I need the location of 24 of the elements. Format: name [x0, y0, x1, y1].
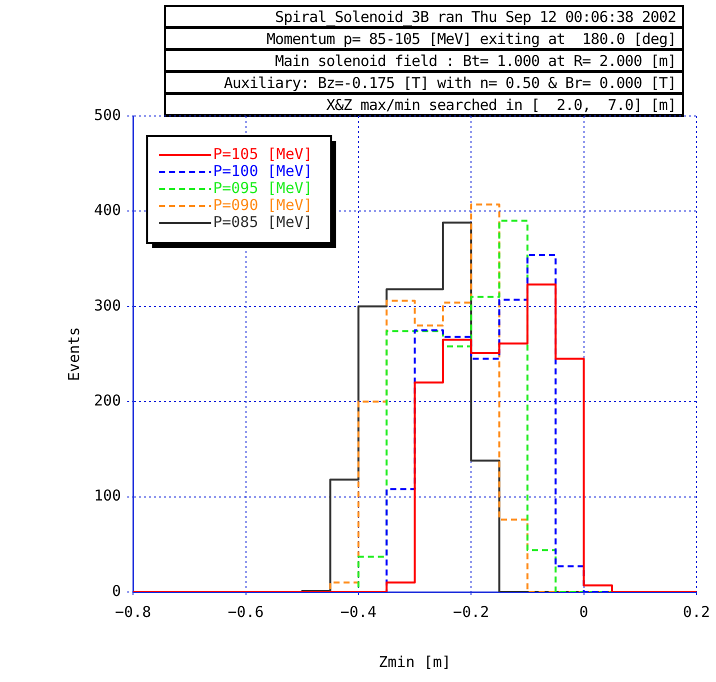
x-axis-title: Zmin [m] [378, 652, 451, 671]
x-tick-label: −0.2 [453, 602, 490, 621]
text: X&Z max/min searched in [ 2.0, 7.0] [m] [166, 95, 682, 117]
x-tick-label: −0.8 [115, 602, 152, 621]
text: Main solenoid field : Bt= 1.000 at R= 2.000 [m] [166, 51, 682, 73]
y-tick-label: 300 [94, 296, 122, 314]
x-tick-label: 0 [579, 602, 588, 621]
x-tick-label: −0.4 [340, 602, 376, 621]
text: Momentum p= 85-105 [MeV] exiting at 180.0 [deg] [166, 29, 682, 51]
y-axis-title: Events [64, 326, 83, 382]
legend-label: P=090 [MeV] [213, 196, 312, 214]
y-tick-label: 500 [94, 106, 122, 124]
text: Auxiliary: Bz=-0.175 [T] with n= 0.50 & Br= 0.000 [T] [166, 73, 682, 95]
legend-label: P=100 [MeV] [213, 162, 312, 180]
y-tick-label: 0 [112, 582, 122, 600]
y-tick-label: 400 [94, 201, 122, 220]
legend-label: P=105 [MeV] [213, 144, 312, 163]
y-tick-label: 100 [94, 486, 122, 505]
x-tick-label: 0.2 [682, 602, 710, 621]
y-tick-label: 200 [94, 391, 122, 410]
legend-label: P=095 [MeV] [213, 178, 312, 197]
legend-label: P=085 [MeV] [213, 212, 312, 231]
x-tick-label: −0.6 [228, 602, 264, 621]
chart-title: Spiral_Solenoid_3B ran Thu Sep 12 00:06:38 2002 [166, 7, 682, 29]
